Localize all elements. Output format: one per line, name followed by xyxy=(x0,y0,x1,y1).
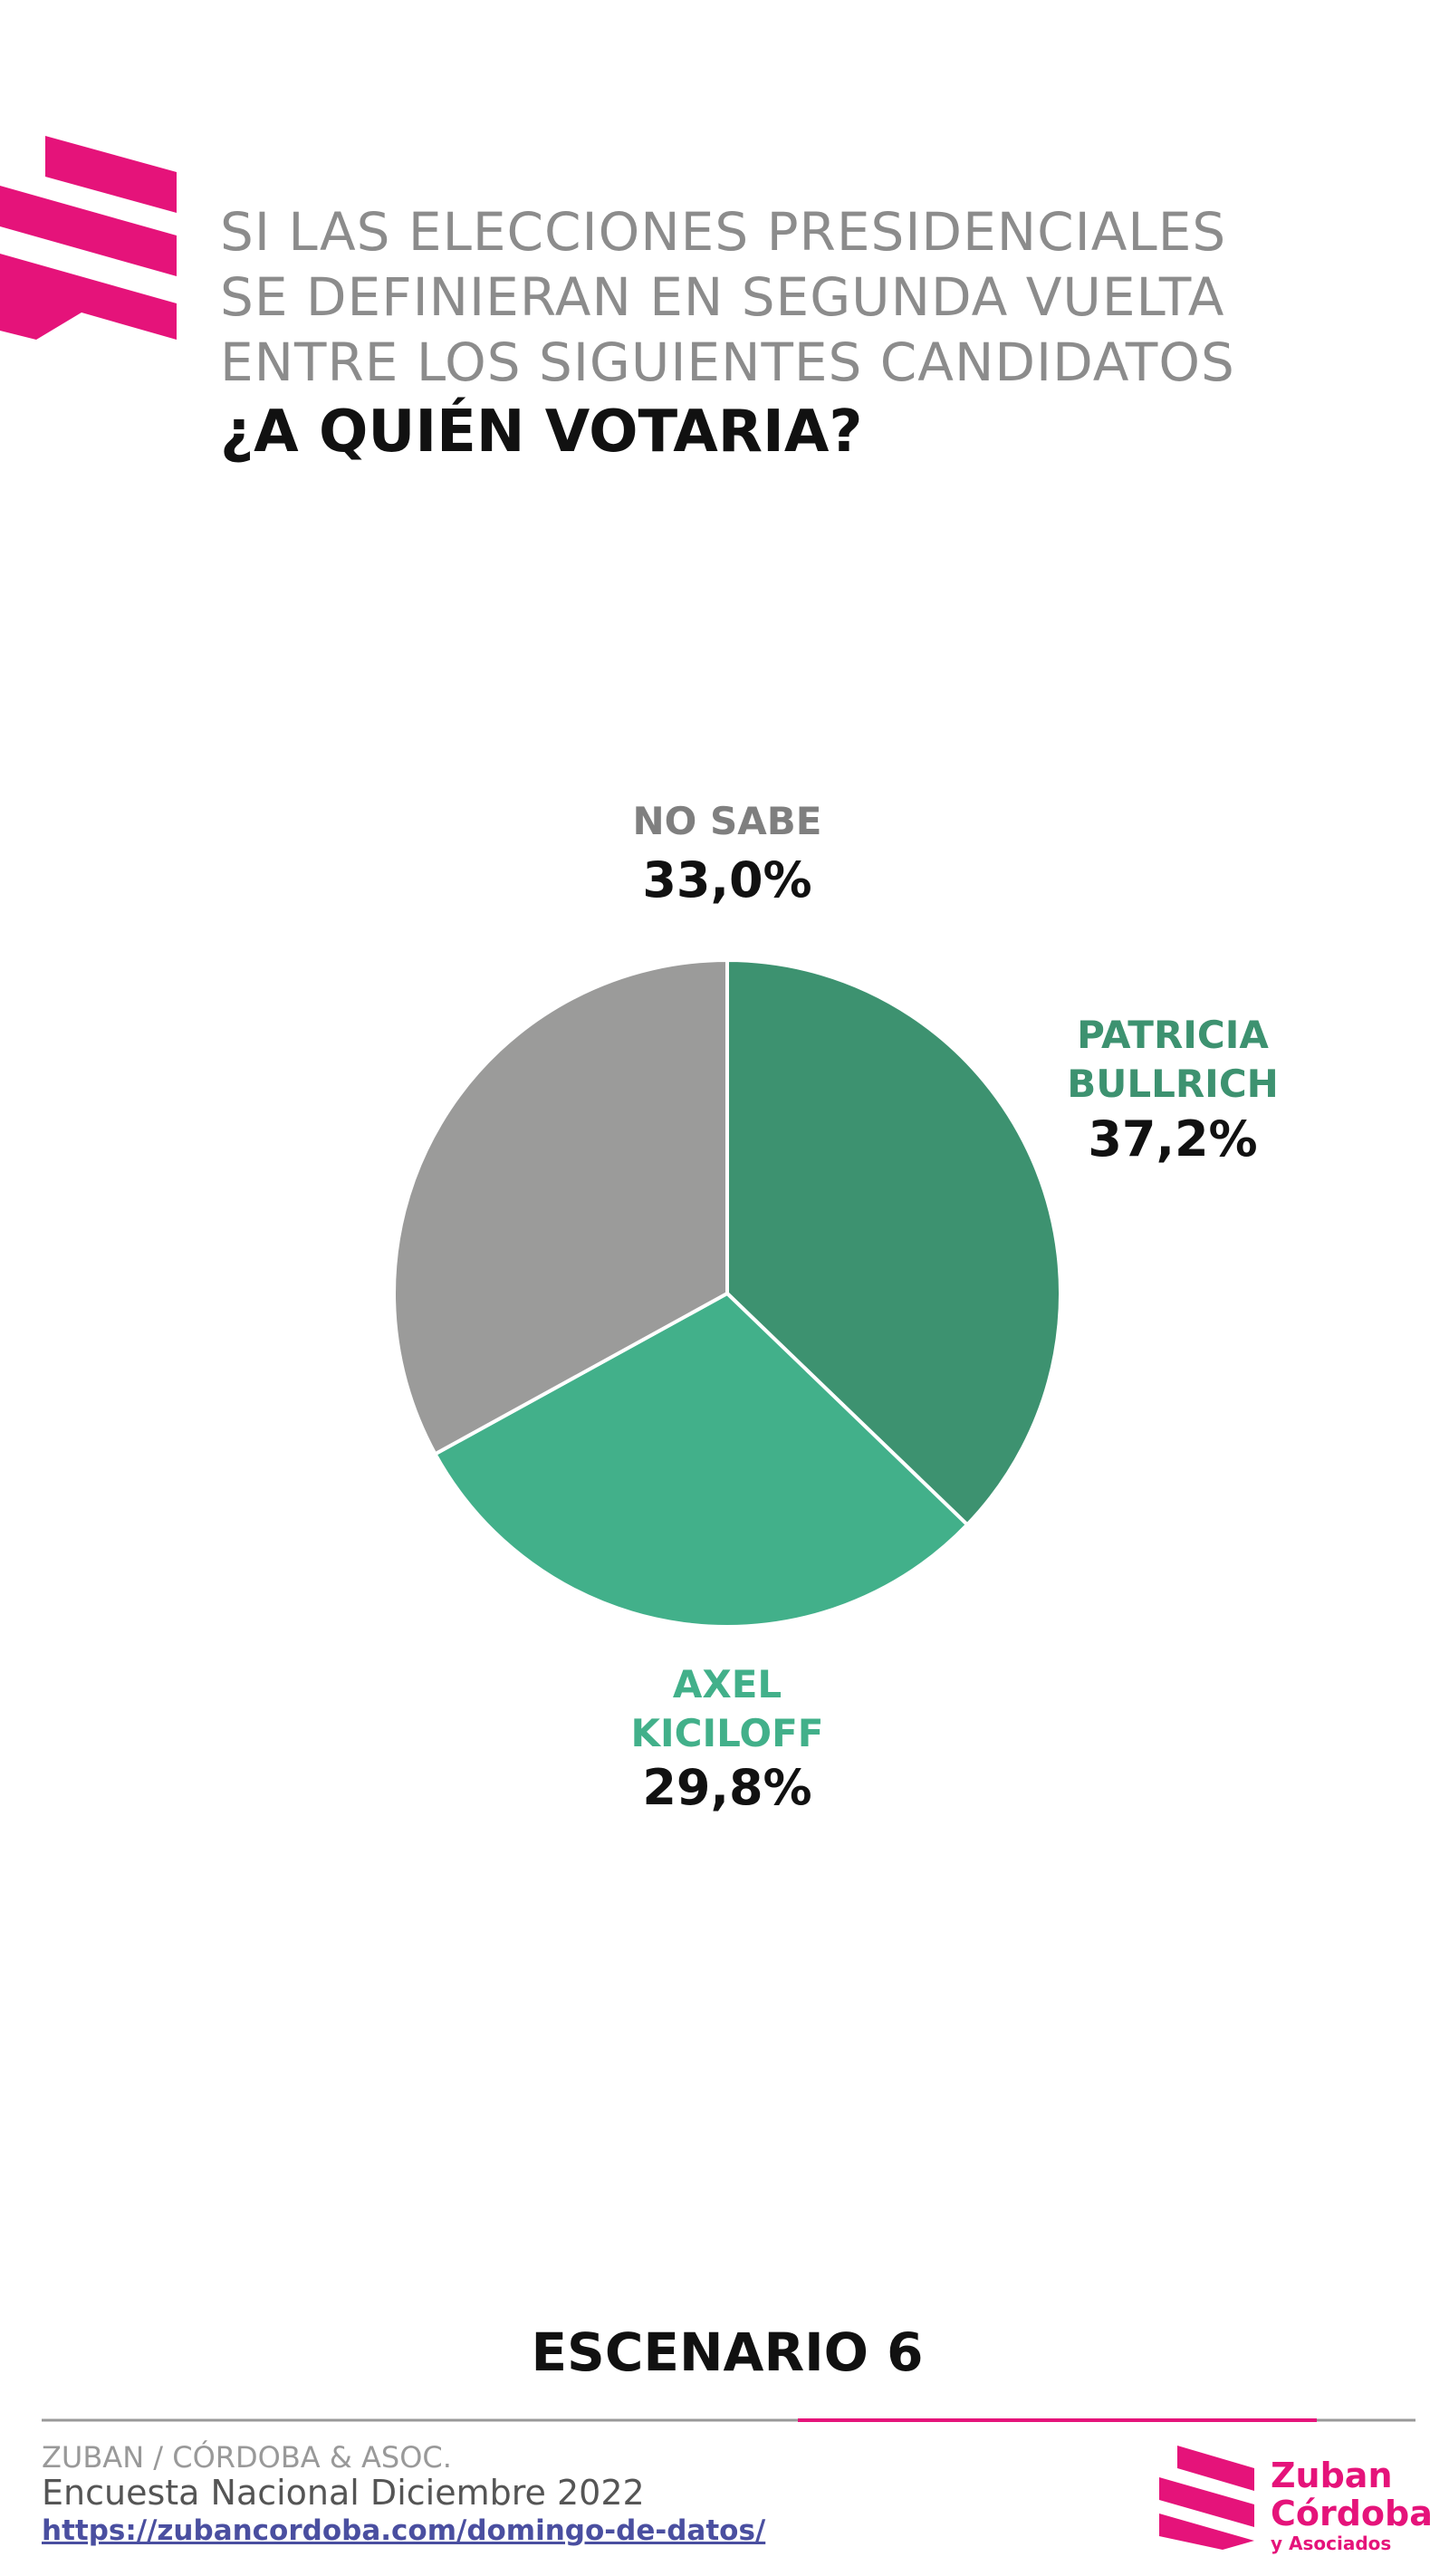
title-line: SI LAS ELECCIONES PRESIDENCIALES xyxy=(220,201,1227,263)
footer-url[interactable]: https://zubancordoba.com/domingo-de-dato… xyxy=(42,2514,766,2547)
slice-label: PATRICIA BULLRICH xyxy=(1067,1013,1279,1106)
value-label: 37,2% xyxy=(1088,1110,1258,1168)
logo-line: Córdoba xyxy=(1271,2494,1433,2533)
title-line: ENTRE LOS SIGUIENTES CANDIDATOS xyxy=(220,332,1235,393)
logo-line: y Asociados xyxy=(1271,2533,1392,2554)
top-logo-stripes xyxy=(0,136,177,340)
value-label: 33,0% xyxy=(642,851,812,908)
footer-logo-stripes xyxy=(1159,2446,1254,2550)
slice-label: AXEL KICILOFF xyxy=(630,1662,824,1755)
title-line: SE DEFINIERAN EN SEGUNDA VUELTA xyxy=(220,266,1225,328)
question: ¿A QUIÉN VOTARIA? xyxy=(220,399,863,466)
slice-label: NO SABE xyxy=(632,799,822,843)
footer-org: ZUBAN / CÓRDOBA & ASOC. xyxy=(42,2440,452,2475)
footer-survey: Encuesta Nacional Diciembre 2022 xyxy=(42,2473,645,2513)
logo-text: Zuban Córdoba y Asociados xyxy=(1271,2456,1433,2554)
pie-slice xyxy=(392,957,729,1457)
scenario: ESCENARIO 6 xyxy=(531,2321,924,2383)
pie-slice xyxy=(432,1291,970,1629)
pie-slice xyxy=(725,957,1062,1528)
value-label: 29,8% xyxy=(642,1759,812,1816)
pie xyxy=(392,957,1062,1629)
logo-line: Zuban xyxy=(1271,2456,1393,2495)
